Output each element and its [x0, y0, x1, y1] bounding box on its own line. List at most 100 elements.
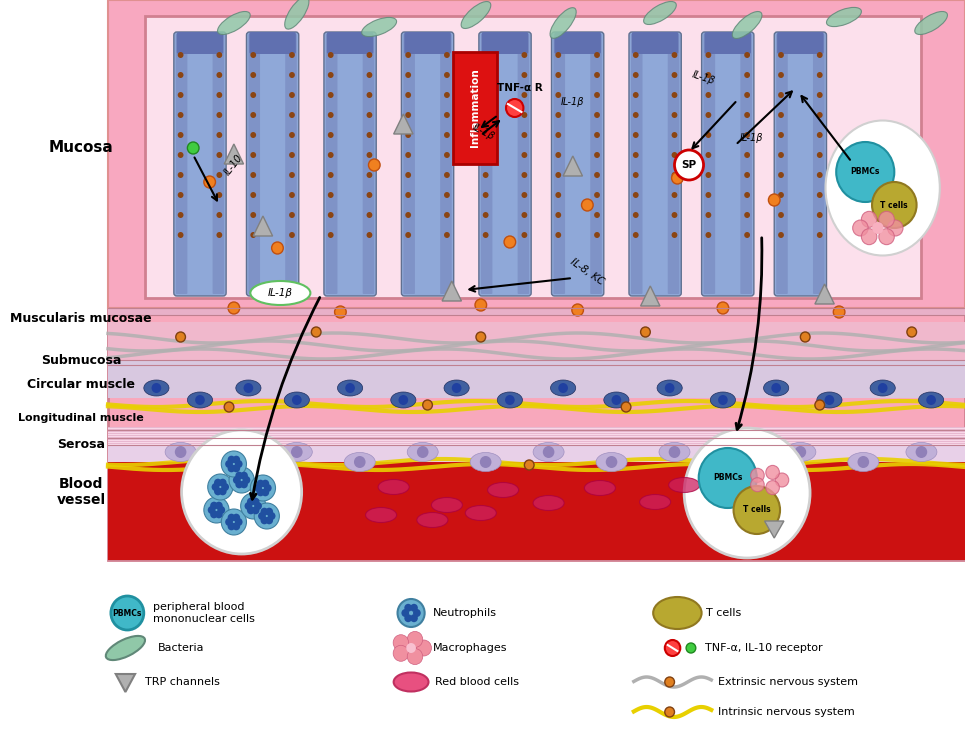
Circle shape: [335, 306, 346, 318]
FancyBboxPatch shape: [404, 32, 451, 54]
Ellipse shape: [431, 498, 462, 512]
Ellipse shape: [461, 1, 491, 29]
Circle shape: [744, 132, 750, 138]
Text: IL-1β: IL-1β: [268, 288, 292, 298]
Circle shape: [916, 446, 927, 458]
Ellipse shape: [187, 392, 212, 408]
Circle shape: [778, 212, 784, 218]
Ellipse shape: [596, 452, 627, 471]
Circle shape: [778, 192, 784, 198]
Circle shape: [766, 465, 780, 479]
FancyBboxPatch shape: [668, 34, 679, 294]
Circle shape: [216, 92, 222, 98]
Circle shape: [482, 52, 488, 58]
Circle shape: [733, 486, 780, 534]
Circle shape: [926, 395, 936, 405]
Circle shape: [521, 232, 527, 238]
Circle shape: [417, 446, 428, 458]
Circle shape: [816, 72, 822, 78]
Circle shape: [542, 446, 555, 458]
Circle shape: [216, 172, 222, 178]
Circle shape: [482, 232, 488, 238]
Circle shape: [556, 92, 562, 98]
Circle shape: [204, 176, 215, 188]
Ellipse shape: [465, 506, 496, 520]
Circle shape: [111, 596, 144, 630]
FancyBboxPatch shape: [176, 34, 187, 294]
Circle shape: [482, 172, 488, 178]
Circle shape: [744, 72, 750, 78]
Circle shape: [633, 172, 639, 178]
Circle shape: [672, 52, 677, 58]
Text: Muscularis mucosae: Muscularis mucosae: [10, 312, 152, 325]
FancyBboxPatch shape: [363, 34, 374, 294]
Circle shape: [559, 383, 568, 393]
Circle shape: [292, 395, 302, 405]
Circle shape: [290, 72, 295, 78]
Circle shape: [476, 332, 485, 342]
FancyBboxPatch shape: [482, 32, 528, 54]
Circle shape: [228, 456, 235, 464]
Circle shape: [482, 112, 488, 118]
Circle shape: [482, 152, 488, 158]
Text: Blood
vessel: Blood vessel: [56, 477, 105, 507]
Circle shape: [718, 395, 728, 405]
Circle shape: [178, 192, 183, 198]
Circle shape: [751, 478, 764, 492]
Circle shape: [744, 232, 750, 238]
FancyBboxPatch shape: [401, 32, 454, 296]
Text: PBMCs: PBMCs: [113, 608, 142, 617]
Circle shape: [705, 72, 711, 78]
Circle shape: [405, 92, 411, 98]
Circle shape: [705, 192, 711, 198]
Circle shape: [233, 464, 240, 472]
Circle shape: [744, 92, 750, 98]
Ellipse shape: [763, 380, 788, 396]
Circle shape: [582, 199, 593, 211]
Circle shape: [556, 112, 562, 118]
Circle shape: [228, 302, 239, 314]
Circle shape: [556, 132, 562, 138]
Circle shape: [879, 229, 895, 245]
Circle shape: [672, 92, 677, 98]
Text: IL-10: IL-10: [223, 152, 245, 177]
Circle shape: [633, 72, 639, 78]
Circle shape: [556, 212, 562, 218]
Circle shape: [768, 194, 780, 206]
Circle shape: [233, 456, 240, 464]
Circle shape: [761, 462, 771, 472]
Circle shape: [452, 383, 461, 393]
Text: Neutrophils: Neutrophils: [432, 608, 496, 618]
Circle shape: [816, 52, 822, 58]
Bar: [108, 428, 965, 429]
FancyBboxPatch shape: [248, 34, 260, 294]
Text: T cells: T cells: [706, 608, 742, 618]
Bar: [108, 433, 965, 434]
Text: IL-1β: IL-1β: [740, 133, 763, 143]
Circle shape: [521, 92, 527, 98]
Circle shape: [556, 192, 562, 198]
Bar: [108, 445, 965, 462]
Bar: [108, 443, 965, 444]
Circle shape: [224, 402, 234, 412]
Circle shape: [214, 487, 222, 496]
Circle shape: [594, 112, 600, 118]
Circle shape: [633, 52, 639, 58]
Circle shape: [216, 132, 222, 138]
Circle shape: [367, 232, 372, 238]
Circle shape: [684, 428, 810, 558]
Circle shape: [410, 614, 418, 622]
Circle shape: [665, 383, 675, 393]
Circle shape: [778, 152, 784, 158]
Circle shape: [290, 172, 295, 178]
Circle shape: [257, 488, 264, 496]
Bar: [108, 427, 965, 428]
Ellipse shape: [551, 380, 576, 396]
Ellipse shape: [362, 18, 397, 37]
Bar: [108, 429, 965, 430]
Circle shape: [672, 72, 677, 78]
Bar: [108, 440, 965, 441]
Circle shape: [744, 112, 750, 118]
Ellipse shape: [785, 443, 815, 462]
Circle shape: [271, 242, 284, 254]
